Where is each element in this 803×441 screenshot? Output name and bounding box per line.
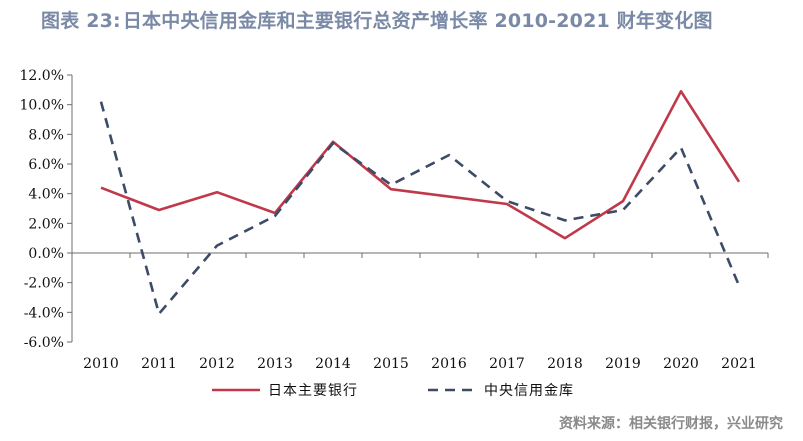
figure-title-text: 日本中央信用金库和主要银行总资产增长率 2010-2021 财年变化图 xyxy=(122,10,713,32)
legend-label: 日本主要银行 xyxy=(268,383,358,399)
legend-label: 中央信用金库 xyxy=(484,383,574,399)
y-tick-label: 8.0% xyxy=(28,127,64,143)
figure-label: 图表 23: xyxy=(41,10,121,32)
x-tick-label: 2017 xyxy=(489,356,525,372)
x-tick-label: 2015 xyxy=(373,356,409,372)
y-tick-label: 6.0% xyxy=(28,157,64,173)
x-tick-label: 2016 xyxy=(431,356,467,372)
y-tick-label: -6.0% xyxy=(24,335,64,351)
chart-series xyxy=(99,90,741,316)
x-tick-label: 2010 xyxy=(83,356,119,372)
x-tick-label: 2013 xyxy=(257,356,293,372)
x-tick-label: 2018 xyxy=(547,356,583,372)
x-tick-label: 2019 xyxy=(605,356,641,372)
chart-title: 图表 23: 日本中央信用金库和主要银行总资产增长率 2010-2021 财年变化… xyxy=(41,6,791,33)
series-line-central-credit xyxy=(99,101,741,316)
source-note: 资料来源：相关银行财报，兴业研究 xyxy=(559,416,783,432)
y-tick-label: 0.0% xyxy=(28,246,64,262)
y-tick-label: 12.0% xyxy=(20,68,64,84)
series-line-main-banks xyxy=(100,90,741,240)
x-tick-label: 2014 xyxy=(315,356,351,372)
x-tick-label: 2021 xyxy=(721,356,757,372)
chart-legend: 日本主要银行 中央信用金库 xyxy=(212,383,574,399)
x-axis-ticks: 2010 2011 2012 2013 2014 2015 2016 2017 2018 2019… xyxy=(71,253,769,372)
x-tick-label: 2011 xyxy=(141,356,177,372)
x-tick-label: 2020 xyxy=(663,356,699,372)
y-tick-label: -4.0% xyxy=(24,305,64,321)
y-tick-label: 4.0% xyxy=(28,187,64,203)
y-tick-label: 10.0% xyxy=(20,98,64,114)
y-axis-ticks: -6.0% -4.0% -2.0% 0.0% 2.0% 4.0% 6.0% 8.0% 10.0%… xyxy=(20,68,72,351)
chart-axes xyxy=(71,75,768,342)
y-tick-label: 2.0% xyxy=(28,216,64,232)
y-tick-label: -2.0% xyxy=(24,276,64,292)
x-tick-label: 2012 xyxy=(199,356,235,372)
